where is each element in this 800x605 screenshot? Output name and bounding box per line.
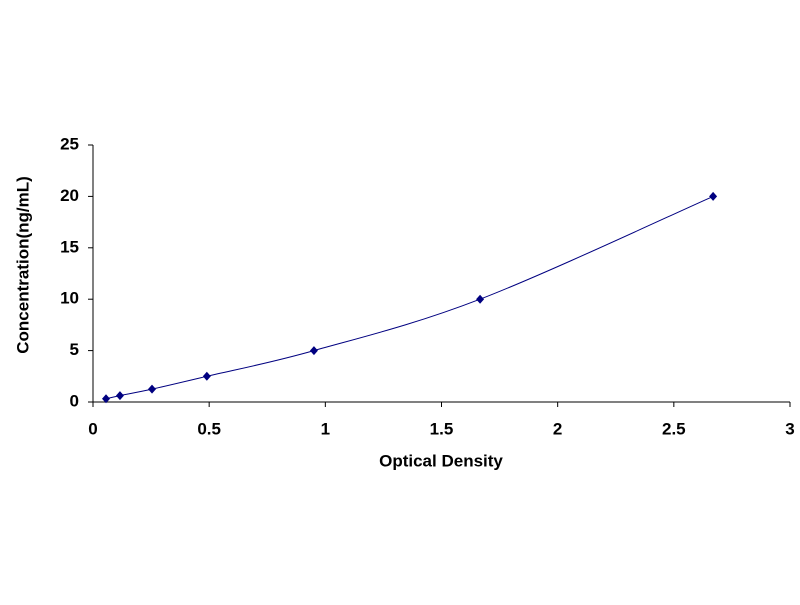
y-tick-label: 5 (70, 340, 79, 359)
data-point (148, 384, 157, 394)
y-tick-label: 15 (60, 237, 79, 256)
y-tick-label: 10 (60, 289, 79, 308)
x-axis-title: Optical Density (379, 451, 503, 470)
data-point (102, 394, 111, 404)
data-point (709, 191, 718, 201)
x-tick-label: 0 (88, 419, 97, 438)
x-tick-label: 3 (785, 419, 794, 438)
y-tick-label: 25 (60, 134, 79, 153)
data-point (309, 346, 318, 356)
y-axis-title: Concentration(ng/mL) (13, 176, 32, 354)
data-point (115, 391, 124, 401)
x-tick-label: 1.5 (430, 419, 454, 438)
x-tick-label: 2.5 (662, 419, 686, 438)
y-tick-label: 20 (60, 186, 79, 205)
data-point (476, 294, 485, 304)
x-tick-label: 1 (321, 419, 330, 438)
x-tick-label: 0.5 (197, 419, 221, 438)
data-point (202, 371, 211, 381)
x-tick-label: 2 (553, 419, 562, 438)
fit-curve (105, 195, 714, 400)
y-tick-label: 0 (70, 391, 79, 410)
